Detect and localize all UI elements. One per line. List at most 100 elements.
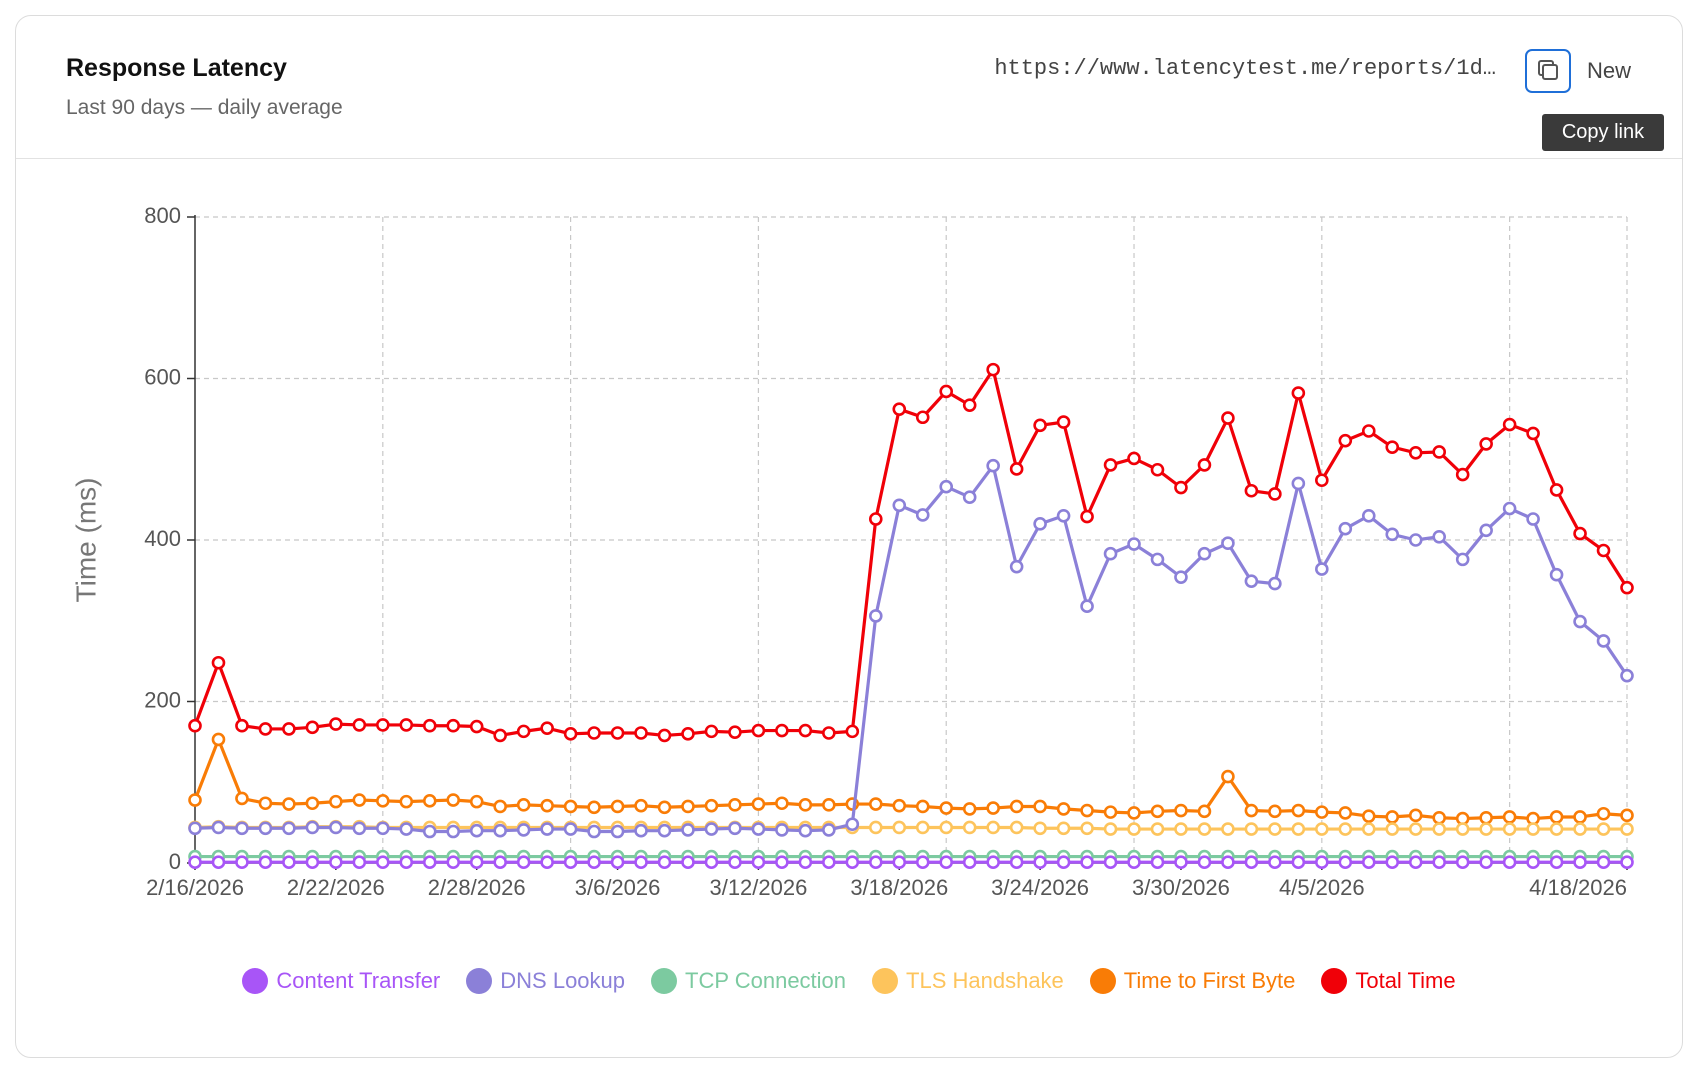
x-tick-label: 3/24/2026 <box>991 875 1089 900</box>
point <box>728 855 742 869</box>
point <box>610 726 625 740</box>
x-tick-label: 3/18/2026 <box>850 875 948 900</box>
x-tick-label: 3/30/2026 <box>1132 875 1230 900</box>
x-tick-label: 4/18/2026 <box>1529 875 1627 900</box>
point <box>1080 855 1094 869</box>
point <box>329 820 343 835</box>
point <box>1244 803 1259 818</box>
point <box>1174 855 1188 869</box>
point <box>1150 552 1165 567</box>
point <box>235 821 249 836</box>
point <box>962 855 977 869</box>
legend-swatch <box>1321 968 1348 994</box>
point <box>1244 483 1259 498</box>
point <box>235 855 249 869</box>
point <box>1315 562 1329 576</box>
legend-label: Time to First Byte <box>1123 968 1296 993</box>
series <box>188 362 1634 743</box>
point <box>399 855 414 869</box>
series-line <box>193 368 1629 738</box>
point <box>1432 810 1446 825</box>
point <box>1432 822 1446 836</box>
point <box>1573 855 1587 869</box>
point <box>822 726 836 740</box>
point <box>469 794 484 809</box>
legend-item[interactable]: Content Transfer <box>242 968 440 994</box>
point <box>1502 822 1517 836</box>
point <box>1620 808 1634 823</box>
point <box>1549 822 1564 836</box>
point <box>305 720 320 735</box>
point <box>1408 822 1423 836</box>
point <box>1549 810 1564 824</box>
point <box>516 823 531 837</box>
point <box>422 855 437 869</box>
point <box>1432 855 1446 869</box>
point <box>1268 576 1282 591</box>
point <box>915 799 930 814</box>
point <box>751 723 766 738</box>
point <box>868 855 883 869</box>
legend-item[interactable]: TCP Connection <box>651 968 846 994</box>
point <box>1174 822 1188 836</box>
point <box>1291 386 1306 400</box>
legend-item[interactable]: Total Time <box>1321 968 1456 994</box>
point <box>728 821 742 836</box>
point <box>939 384 954 399</box>
point <box>376 718 390 732</box>
point <box>1549 483 1564 497</box>
point <box>493 823 507 838</box>
point <box>446 824 461 839</box>
point <box>915 410 930 425</box>
point <box>1408 533 1423 547</box>
point <box>1620 855 1634 869</box>
point <box>305 855 320 869</box>
y-tick-label: 400 <box>144 526 181 551</box>
point <box>1479 523 1493 538</box>
point <box>1033 821 1047 836</box>
point <box>1385 440 1400 454</box>
point <box>1596 855 1611 869</box>
point <box>563 855 578 869</box>
legend-item[interactable]: Time to First Byte <box>1089 968 1296 994</box>
point <box>1502 417 1517 432</box>
tooltip: Copy link <box>1542 114 1664 151</box>
point <box>563 822 578 836</box>
legend-item[interactable]: TLS Handshake <box>872 968 1064 994</box>
point <box>1197 458 1212 472</box>
point <box>892 798 907 813</box>
point <box>1432 445 1446 459</box>
point <box>352 793 367 807</box>
point <box>1268 855 1282 869</box>
point <box>1315 805 1329 819</box>
point <box>634 798 648 813</box>
point <box>775 723 789 738</box>
new-button[interactable]: New <box>1587 58 1632 83</box>
point <box>728 725 742 739</box>
point <box>376 855 390 869</box>
point <box>469 855 484 869</box>
point <box>681 726 695 741</box>
point <box>1197 546 1212 561</box>
point <box>775 796 789 811</box>
report-url: https://www.latencytest.me/reports/1d… <box>994 56 1496 81</box>
point <box>422 824 437 839</box>
point <box>1338 521 1353 536</box>
copy-button[interactable] <box>1525 49 1571 93</box>
point <box>493 728 507 743</box>
legend: Content Transfer DNS Lookup TCP Connection… <box>16 968 1682 994</box>
point <box>1244 822 1259 836</box>
point <box>868 512 883 526</box>
point <box>1385 810 1400 824</box>
point <box>188 793 202 807</box>
point <box>1502 501 1517 516</box>
point <box>493 799 507 814</box>
point <box>1056 508 1071 523</box>
legend-item[interactable]: DNS Lookup <box>466 968 625 994</box>
point <box>1361 855 1376 869</box>
point <box>1408 855 1423 869</box>
point <box>1573 822 1587 836</box>
point <box>1127 822 1141 836</box>
point <box>892 402 907 416</box>
point <box>446 718 461 733</box>
